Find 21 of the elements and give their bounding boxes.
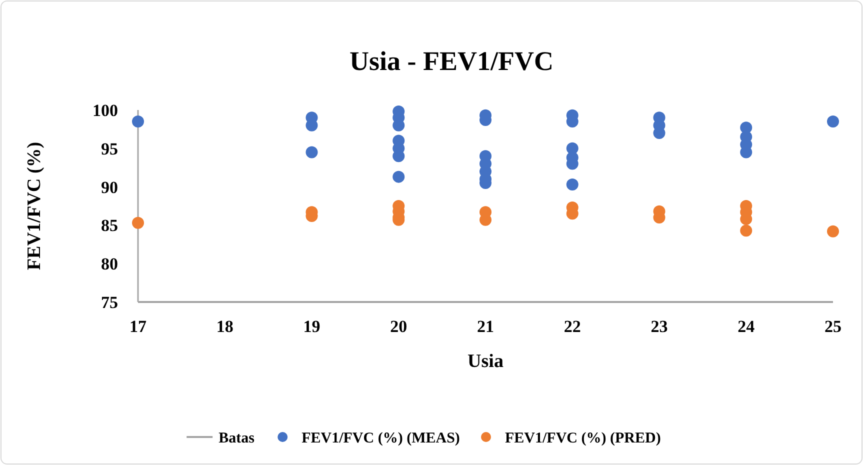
x-tick-label: 24 [738, 317, 756, 336]
x-tick-label: 23 [650, 317, 668, 336]
x-tick-label: 25 [824, 317, 842, 336]
x-tick-label: 21 [477, 317, 494, 336]
y-axis-title: FEV1/FVC (%) [24, 142, 45, 270]
x-tick-label: 20 [390, 317, 408, 336]
y-tick-label: 75 [101, 292, 118, 312]
y-tick-label: 85 [101, 216, 118, 236]
legend-label: FEV1/FVC (%) (MEAS) [302, 430, 460, 446]
x-tick-label: 22 [564, 317, 581, 336]
chart-title: Usia - FEV1/FVC [350, 46, 554, 76]
y-tick-label: 90 [101, 178, 118, 197]
y-tick-label: 80 [101, 254, 118, 274]
x-axis-title: Usia [468, 351, 504, 372]
legend-label: FEV1/FVC (%) (PRED) [505, 430, 661, 446]
x-tick-label: 18 [216, 317, 234, 336]
y-tick-label: 100 [92, 100, 118, 120]
x-tick-label: 17 [130, 317, 147, 336]
x-tick-label: 19 [303, 317, 320, 336]
y-tick-label: 95 [101, 139, 118, 158]
legend-label: Batas [218, 430, 255, 446]
